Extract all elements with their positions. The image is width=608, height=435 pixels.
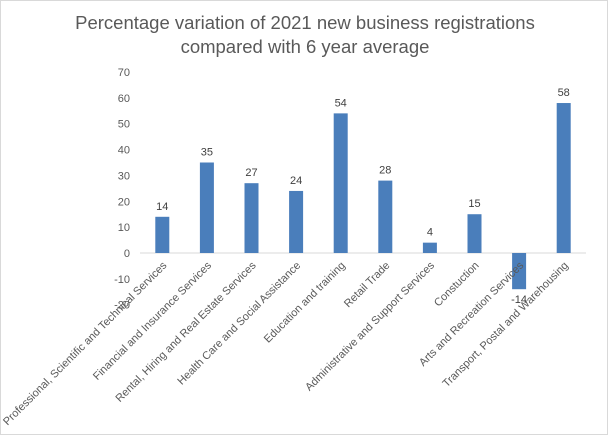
y-tick-label: -20	[114, 300, 130, 312]
bar-data-label: 58	[558, 87, 570, 99]
category-label: Professional, Scientific and Technical S…	[1, 259, 170, 428]
y-tick-label: 0	[124, 248, 130, 260]
y-tick-label: 60	[118, 93, 130, 105]
bar	[333, 113, 348, 253]
category-labels: Professional, Scientific and Technical S…	[1, 259, 571, 428]
category-label: Constuction	[432, 260, 482, 310]
y-tick-label: 50	[118, 119, 130, 131]
bar-data-label: 15	[468, 198, 480, 210]
y-tick-label: 30	[118, 170, 130, 182]
bar	[155, 216, 170, 253]
y-tick-label: 10	[118, 222, 130, 234]
bar	[556, 103, 571, 254]
bar-data-label: 14	[156, 201, 168, 213]
y-tick-label: -10	[114, 274, 130, 286]
bar-data-label: 35	[201, 147, 213, 159]
bar	[378, 180, 393, 253]
chart-title-line-2: compared with 6 year average	[180, 36, 430, 57]
bar-data-label: -14	[511, 294, 527, 306]
bar	[199, 162, 214, 253]
data-labels: 14 35 27 24 54 28 4 15 -14 58	[156, 87, 570, 306]
bar	[244, 183, 259, 253]
bar-data-label: 27	[245, 167, 257, 179]
bar	[289, 190, 304, 253]
y-axis-tick-labels: -20 -10 0 10 20 30 40 50 60 70	[114, 67, 130, 312]
bar-data-label: 54	[335, 97, 347, 109]
category-label: Education and training	[262, 260, 348, 346]
bar	[467, 214, 482, 253]
y-tick-label: 70	[118, 67, 130, 79]
bar	[512, 253, 527, 290]
bar-series	[155, 103, 571, 290]
bar	[422, 242, 437, 253]
y-tick-label: 40	[118, 145, 130, 157]
chart-title: Percentage variation of 2021 new busines…	[1, 11, 608, 59]
y-tick-label: 20	[118, 196, 130, 208]
bar-data-label: 24	[290, 175, 302, 187]
chart-title-line-1: Percentage variation of 2021 new busines…	[75, 12, 535, 33]
bar-data-label: 4	[427, 227, 433, 239]
bar-data-label: 28	[379, 165, 391, 177]
